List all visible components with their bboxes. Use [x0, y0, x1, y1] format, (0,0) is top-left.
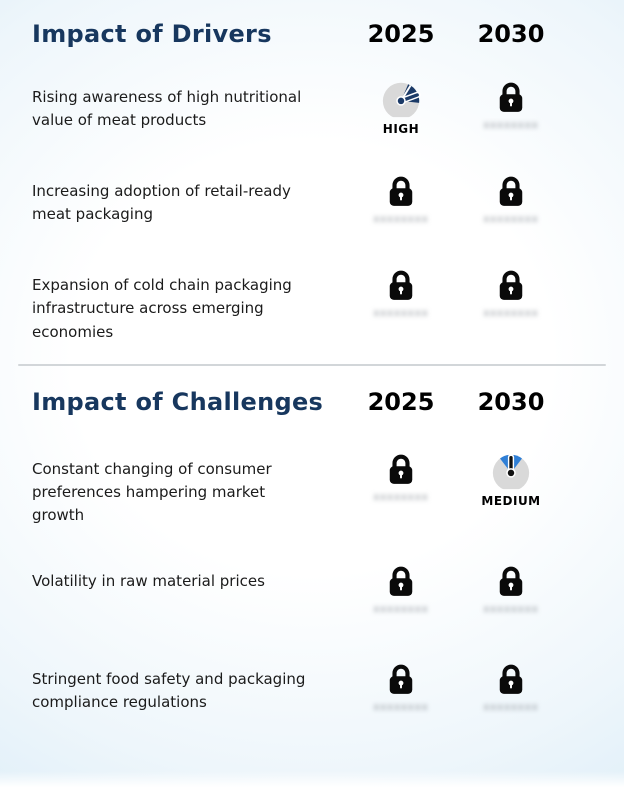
- challenge-label: Volatility in raw material prices: [32, 571, 265, 590]
- table-row: Stringent food safety and packaging comp…: [16, 660, 608, 724]
- redacted-value: xxxxxxxx: [483, 308, 539, 319]
- impact-cell-2030: xxxxxxxx: [456, 266, 566, 319]
- lock-icon: [493, 562, 529, 600]
- lock-icon: [493, 78, 529, 116]
- lock-icon: [493, 266, 529, 304]
- lock-icon: [383, 450, 419, 488]
- lock-icon: [383, 172, 419, 210]
- drivers-section: Impact of Drivers 2025 2030 Rising aware…: [16, 20, 608, 344]
- redacted-value: xxxxxxxx: [373, 603, 429, 615]
- drivers-section-title: Impact of Drivers: [32, 20, 272, 48]
- lock-icon: [383, 562, 419, 600]
- gauge-high-icon: [378, 78, 424, 120]
- impact-cell-2025: xxxxxxxx: [346, 266, 456, 319]
- impact-cell-2030: xxxxxxxx: [456, 660, 566, 713]
- driver-label: Rising awareness of high nutritional val…: [32, 88, 302, 130]
- lock-icon: [383, 266, 419, 304]
- table-row: Constant changing of consumer preference…: [16, 450, 608, 528]
- impact-cell-2025: xxxxxxxx: [346, 660, 456, 713]
- challenge-label: Stringent food safety and packaging comp…: [32, 669, 306, 711]
- redacted-value: xxxxxxxx: [483, 214, 539, 225]
- table-row: Volatility in raw material prices xxxxxx…: [16, 562, 608, 626]
- lock-icon: [493, 172, 529, 210]
- redacted-value: xxxxxxxx: [373, 491, 429, 503]
- challenge-label: Constant changing of consumer preference…: [32, 459, 272, 525]
- challenges-header: Impact of Challenges 2025 2030: [16, 388, 608, 416]
- redacted-value: xxxxxxxx: [483, 603, 539, 615]
- impact-infographic: Impact of Drivers 2025 2030 Rising aware…: [16, 20, 608, 724]
- year-header-2025: 2025: [367, 387, 435, 416]
- challenges-section-title: Impact of Challenges: [32, 387, 324, 416]
- impact-cell-2025: HIGH: [346, 78, 456, 136]
- impact-cell-2030: xxxxxxxx: [456, 78, 566, 131]
- gauge-medium-icon: [488, 450, 534, 492]
- redacted-value: xxxxxxxx: [373, 701, 429, 713]
- impact-level-label: MEDIUM: [481, 493, 541, 508]
- impact-cell-2025: xxxxxxxx: [346, 450, 456, 503]
- lock-icon: [383, 660, 419, 698]
- redacted-value: xxxxxxxx: [483, 120, 539, 131]
- impact-cell-2025: xxxxxxxx: [346, 562, 456, 615]
- lock-icon: [493, 660, 529, 698]
- impact-cell-2025: xxxxxxxx: [346, 172, 456, 225]
- section-divider: [18, 363, 606, 366]
- year-header-2030: 2030: [477, 387, 545, 416]
- driver-label: Increasing adoption of retail-ready meat…: [32, 182, 291, 224]
- table-row: Increasing adoption of retail-ready meat…: [16, 172, 608, 236]
- year-header-2030: 2030: [477, 20, 545, 48]
- table-row: Expansion of cold chain packaging infras…: [16, 266, 608, 344]
- redacted-value: xxxxxxxx: [373, 214, 429, 225]
- year-header-2025: 2025: [367, 20, 435, 48]
- driver-label: Expansion of cold chain packaging infras…: [32, 276, 292, 341]
- impact-level-label: HIGH: [382, 122, 420, 136]
- impact-cell-2030: xxxxxxxx: [456, 562, 566, 615]
- table-row: Rising awareness of high nutritional val…: [16, 78, 608, 142]
- redacted-value: xxxxxxxx: [483, 701, 539, 713]
- challenges-section: Impact of Challenges 2025 2030 Constant …: [16, 388, 608, 724]
- impact-cell-2030: xxxxxxxx: [456, 172, 566, 225]
- impact-cell-2030: MEDIUM: [456, 450, 566, 508]
- drivers-header: Impact of Drivers 2025 2030: [16, 20, 608, 48]
- redacted-value: xxxxxxxx: [373, 308, 429, 319]
